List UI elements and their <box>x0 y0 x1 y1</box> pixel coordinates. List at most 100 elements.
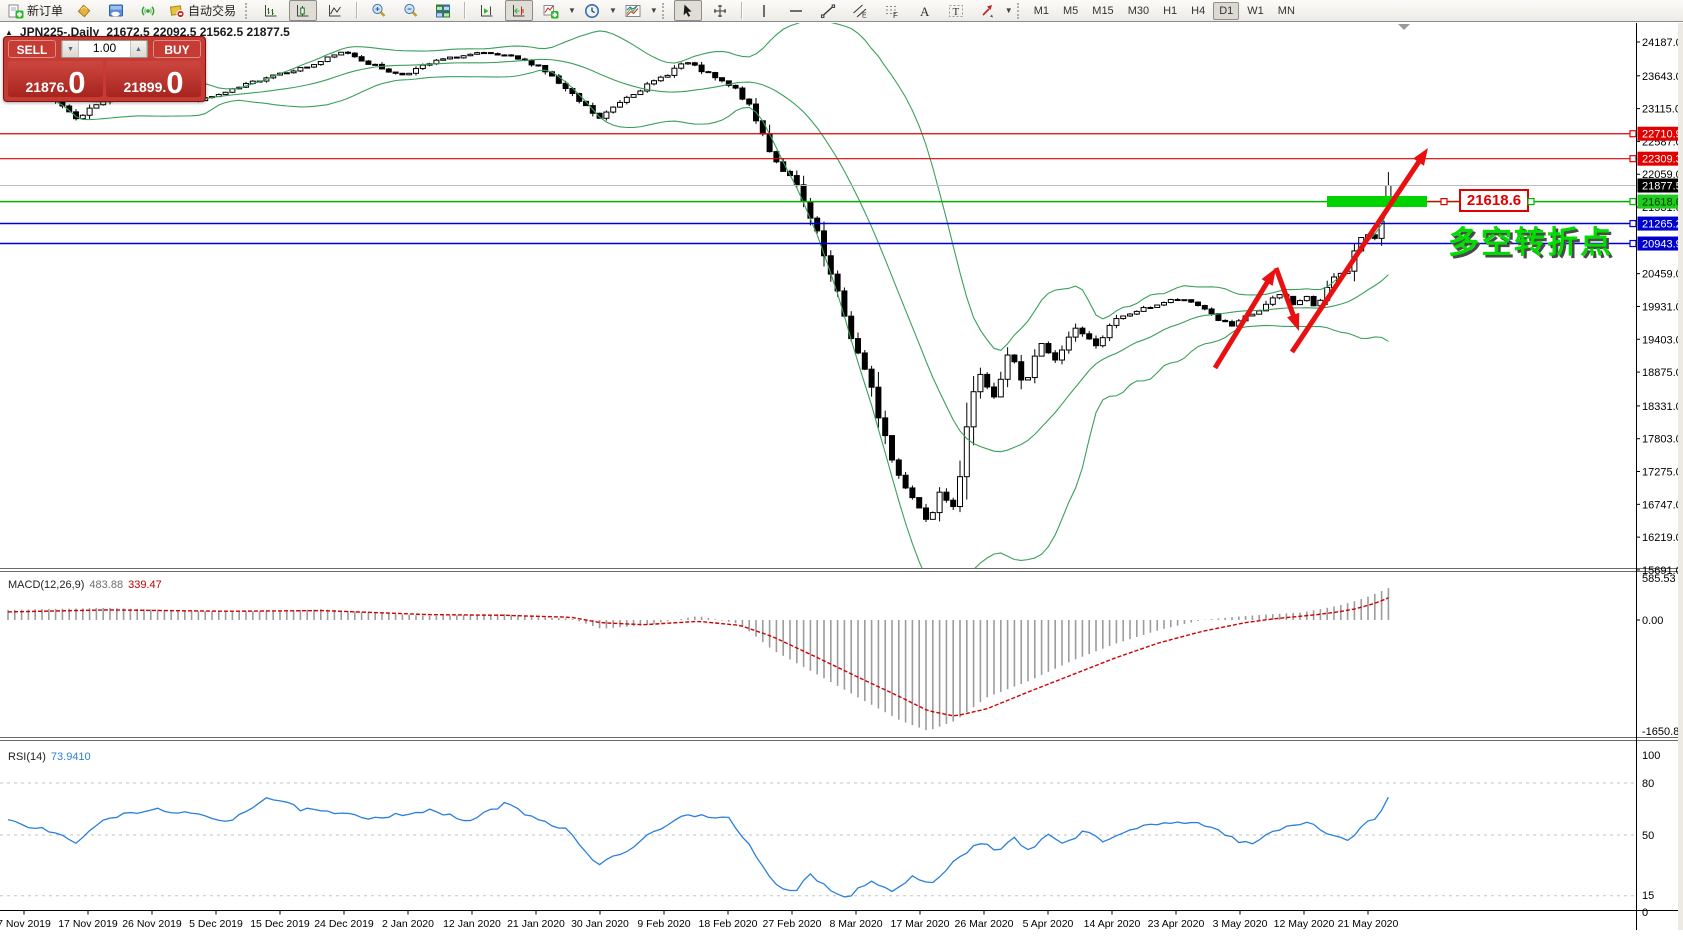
support-zone-bar[interactable] <box>1327 196 1427 207</box>
price-tick-label: 15691.0 <box>1642 565 1682 577</box>
toolbar-drag-handle[interactable] <box>245 2 251 19</box>
candle-body <box>331 54 338 58</box>
zoom-in-button[interactable] <box>365 0 393 21</box>
volume-stepper[interactable]: ▼ 1.00 ▲ <box>61 40 148 58</box>
connection-button[interactable] <box>134 0 162 21</box>
news-button[interactable] <box>102 0 130 21</box>
date-label: 21 Jan 2020 <box>507 918 565 930</box>
macd-label: MACD(12,26,9) 483.88 339.47 <box>8 579 162 591</box>
tile-windows-button[interactable] <box>429 0 457 21</box>
timeframe-h1-button[interactable]: H1 <box>1163 4 1178 17</box>
date-label: 17 Mar 2020 <box>891 918 950 930</box>
toolbar-drag-handle[interactable] <box>1016 2 1023 19</box>
timeframe-m5-button[interactable]: M5 <box>1063 4 1079 17</box>
candle-body <box>1038 343 1045 357</box>
line-chart-button[interactable] <box>321 0 349 21</box>
dropdown-caret-icon[interactable]: ▼ <box>608 6 617 15</box>
text-button[interactable]: A <box>910 0 938 21</box>
candle-body <box>1127 313 1133 317</box>
market-watch-button[interactable] <box>70 0 98 21</box>
volume-increase-button[interactable]: ▲ <box>130 41 147 57</box>
timeframe-m15-button[interactable]: M15 <box>1092 4 1114 17</box>
line-anchor-marker[interactable] <box>1629 130 1637 138</box>
candlestick-chart-button[interactable] <box>289 0 318 21</box>
templates-button[interactable] <box>619 0 647 21</box>
timeframe-h4-button[interactable]: H4 <box>1191 4 1206 17</box>
timeframe-m30-button[interactable]: M30 <box>1127 4 1150 17</box>
candle-body <box>657 76 664 82</box>
text-label-button[interactable]: T <box>942 0 970 21</box>
timeframe-w1-button[interactable]: W1 <box>1247 4 1264 17</box>
line-anchor-marker[interactable] <box>1629 239 1637 248</box>
trend-arrow[interactable] <box>1289 157 1423 354</box>
candle-body <box>562 82 569 90</box>
volume-value[interactable]: 1.00 <box>92 41 117 55</box>
candle-body <box>1290 295 1297 306</box>
candle-body <box>1031 355 1038 379</box>
price-line-badge-label: 21265.2 <box>1642 219 1682 231</box>
candle-body <box>413 68 419 74</box>
timeframe-mn-button[interactable]: MN <box>1277 4 1295 17</box>
line-anchor-marker[interactable] <box>1440 197 1448 206</box>
new-order-button[interactable]: 新订单 <box>5 0 66 21</box>
chart-shift-icon <box>511 3 527 19</box>
crosshair-button[interactable] <box>706 0 734 21</box>
buy-price-panel[interactable]: 21899. 0 <box>106 61 201 98</box>
horizontal-line-button[interactable] <box>782 0 810 21</box>
macd-label-part: MACD(12,26,9) <box>8 579 84 591</box>
arrows-button[interactable] <box>974 0 1002 21</box>
date-label: 2 Jan 2020 <box>382 918 434 930</box>
timeframe-m1-button[interactable]: M1 <box>1033 4 1049 17</box>
periods-button[interactable] <box>578 0 606 21</box>
date-label: 21 May 2020 <box>1338 918 1399 930</box>
channel-button[interactable]: E <box>846 0 874 21</box>
toolbar-separator <box>356 2 359 19</box>
fibonacci-button[interactable]: F <box>878 0 906 21</box>
line-anchor-marker[interactable] <box>1629 155 1637 163</box>
dropdown-caret-icon[interactable]: ▼ <box>568 6 576 15</box>
candle-body <box>943 491 950 501</box>
autotrading-button[interactable]: 自动交易 <box>166 0 239 21</box>
trendline-button[interactable] <box>814 0 842 21</box>
toolbar-drag-handle[interactable] <box>661 2 668 19</box>
trend-arrow[interactable] <box>1273 267 1297 320</box>
line-anchor-marker[interactable] <box>1527 197 1535 206</box>
candle-body <box>501 54 508 57</box>
candle-body <box>317 61 324 66</box>
line-anchor-marker[interactable] <box>1629 219 1637 228</box>
bar-chart-button[interactable] <box>257 0 285 21</box>
zoom-out-button[interactable] <box>397 0 425 21</box>
price-line-badge <box>1637 216 1683 231</box>
date-label: 27 Feb 2020 <box>763 918 822 930</box>
sell-price-panel[interactable]: 21876. 0 <box>8 61 103 98</box>
sell-button[interactable]: SELL <box>8 40 56 58</box>
candle-body <box>392 71 399 74</box>
date-label: 26 Nov 2019 <box>122 918 182 930</box>
widget-collapse-icon[interactable]: ▲ <box>5 27 13 37</box>
candle-body <box>746 98 753 105</box>
buy-button[interactable]: BUY <box>153 40 201 58</box>
candle-body <box>929 512 936 520</box>
trend-arrow[interactable] <box>1212 277 1272 370</box>
dropdown-caret-icon[interactable]: ▼ <box>1004 6 1013 15</box>
candle-body <box>474 52 481 55</box>
chart-shift-button[interactable] <box>505 0 534 21</box>
candle-body <box>827 255 834 275</box>
indicators-button[interactable] <box>537 0 565 21</box>
candle-body <box>957 476 963 508</box>
candle-body <box>86 107 93 116</box>
timeframe-d1-button[interactable]: D1 <box>1213 1 1240 20</box>
cursor-button[interactable] <box>673 0 702 21</box>
candle-body <box>1140 307 1147 312</box>
candle-body <box>1059 349 1065 361</box>
candle-body <box>467 53 474 57</box>
volume-decrease-button[interactable]: ▼ <box>62 41 79 57</box>
candle-body <box>1079 327 1086 335</box>
chart-shift-marker-icon[interactable] <box>1398 24 1410 30</box>
date-label: 5 Dec 2019 <box>189 918 243 930</box>
line-anchor-marker[interactable] <box>1629 197 1637 206</box>
vertical-line-button[interactable] <box>750 0 778 21</box>
auto-scroll-button[interactable] <box>473 0 501 21</box>
dropdown-caret-icon[interactable]: ▼ <box>649 6 658 15</box>
